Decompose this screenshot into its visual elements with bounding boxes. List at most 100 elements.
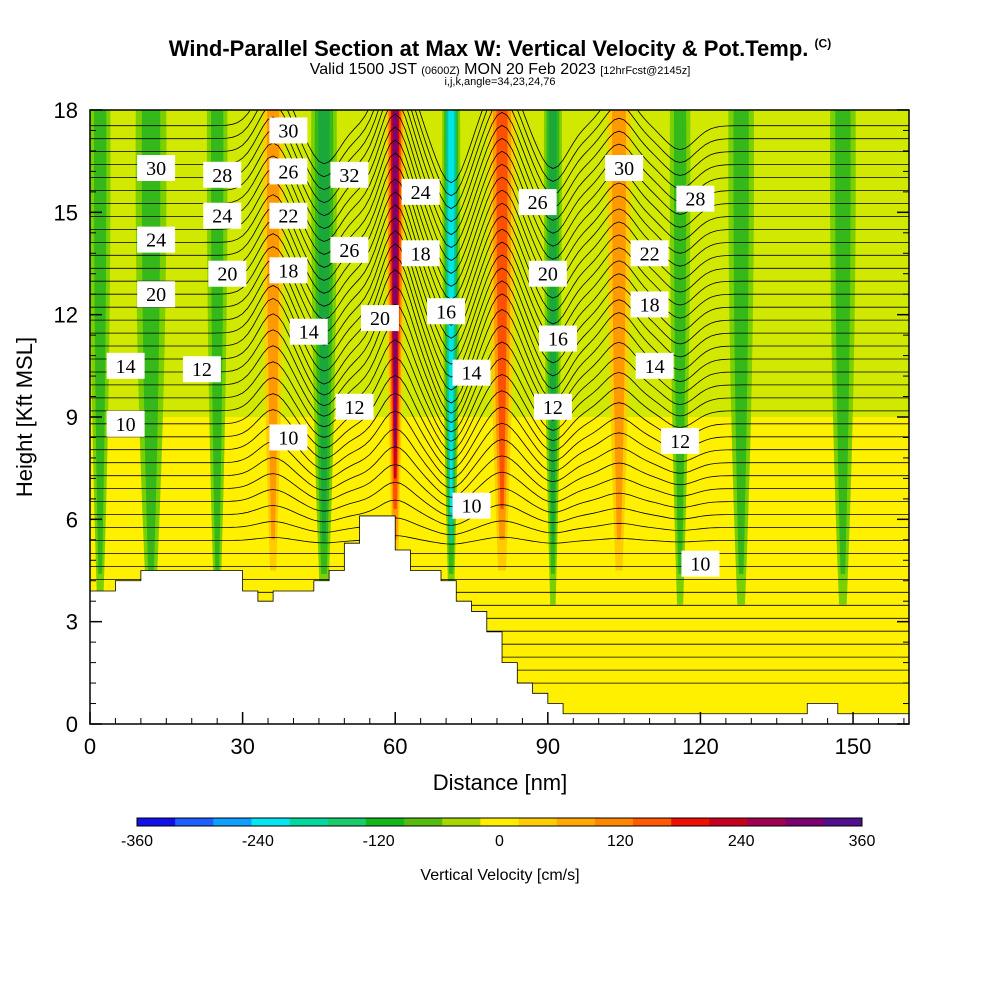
contour-label-value: 32 — [339, 165, 359, 187]
valid-utc: (0600Z) — [421, 65, 460, 77]
axes: 0 30 60 90 120 150 0 3 6 9 12 15 18 — [54, 98, 909, 759]
y-tick-label: 6 — [66, 507, 78, 532]
colorbar-swatch — [442, 818, 481, 826]
chart-title: Wind-Parallel Section at Max W: Vertical… — [0, 36, 1000, 62]
theta-contour-line — [90, 375, 909, 461]
contour-label-box — [630, 291, 669, 318]
contour-label-value: 20 — [370, 308, 390, 330]
contour-label-value: 30 — [278, 120, 298, 142]
theta-contour-line — [90, 243, 909, 378]
colorbar-swatch — [327, 818, 367, 826]
contour-label-value: 12 — [345, 397, 365, 419]
contour-label-value: 18 — [640, 294, 660, 316]
colorbar-tick-label: -360 — [121, 833, 153, 850]
contour-label: 28 — [203, 161, 242, 188]
contour-label-value: 14 — [645, 356, 665, 378]
valid-date: MON 20 Feb 2023 — [464, 61, 596, 78]
theta-contour-line — [90, 446, 909, 498]
colorbar-frame — [136, 817, 863, 827]
contour-label: 16 — [427, 298, 466, 325]
contour-label-box — [635, 352, 674, 379]
colorbar-swatch — [556, 818, 596, 826]
contour-label: 10 — [269, 424, 308, 451]
contour-label-box — [360, 305, 399, 332]
contour-label-box — [401, 240, 440, 267]
velocity-cell — [612, 110, 626, 540]
contour-label-box — [330, 236, 369, 263]
y-tick-label: 12 — [54, 303, 78, 328]
contour-label-box — [427, 298, 466, 325]
contour-label-box — [605, 154, 644, 181]
colorbar-swatch — [480, 818, 520, 826]
valid-time: Valid 1500 JST — [309, 61, 417, 78]
x-tick-label: 120 — [682, 734, 719, 759]
contour-label-box — [137, 281, 176, 308]
contour-label: 24 — [401, 178, 440, 205]
theta-contour-line — [90, 303, 909, 423]
colorbar-swatch — [289, 818, 329, 826]
theta-contour-line — [90, 392, 909, 470]
contour-label: 18 — [630, 291, 669, 318]
y-tick-label: 9 — [66, 405, 78, 430]
contour-label: 16 — [539, 325, 577, 352]
contour-label-box — [203, 161, 242, 188]
theta-contour-line — [90, 110, 909, 184]
contour-label-value: 16 — [436, 301, 456, 323]
contour-label-box — [401, 178, 440, 205]
chart-title-text: Wind-Parallel Section at Max W: Vertical… — [168, 36, 809, 61]
colorbar-tick-label: 360 — [849, 833, 876, 850]
x-tick-label: 90 — [536, 734, 560, 759]
theta-contour-line — [90, 464, 909, 508]
contour-label-value: 18 — [411, 243, 431, 265]
contour-label-box — [269, 158, 308, 185]
x-tick-label: 60 — [383, 734, 407, 759]
forecast-info: [12hrFcst@2145z] — [600, 65, 691, 77]
theta-contour-line — [90, 165, 909, 300]
contour-label-box — [661, 427, 700, 454]
y-tick-label: 15 — [54, 200, 78, 225]
theta-contour-line — [90, 217, 909, 352]
colorbar-swatch — [175, 818, 214, 826]
contour-label-value: 24 — [146, 230, 166, 252]
contour-label-value: 14 — [462, 363, 482, 385]
velocity-cell — [94, 110, 107, 574]
theta-contour-line — [90, 535, 909, 545]
theta-contour-line — [90, 110, 909, 210]
contour-label: 20 — [360, 305, 399, 332]
contour-label: 30 — [269, 117, 308, 144]
contour-label: 18 — [401, 240, 440, 267]
theta-contour-line — [90, 256, 909, 391]
x-tick-label: 0 — [84, 734, 96, 759]
contour-label-value: 12 — [543, 397, 563, 419]
x-axis-title: Distance [nm] — [433, 770, 568, 795]
colorbar-swatch — [251, 818, 291, 826]
contour-label-box — [269, 424, 308, 451]
velocity-cell — [141, 110, 161, 574]
theta-contour-line — [90, 499, 909, 526]
contour-label: 26 — [330, 236, 369, 263]
contour-label: 20 — [528, 260, 567, 287]
contour-label-value: 10 — [278, 427, 298, 449]
contour-label: 30 — [137, 154, 176, 181]
contour-label-value: 18 — [278, 260, 298, 282]
colorbar-swatch — [709, 818, 749, 826]
contour-label-box — [330, 161, 369, 188]
contour-label-box — [539, 325, 577, 352]
contour-label: 12 — [335, 393, 374, 420]
theta-contour-line — [90, 269, 909, 404]
contour-label: 30 — [605, 154, 644, 181]
colorbar-swatch — [518, 818, 558, 826]
theta-contour-line — [90, 178, 909, 313]
contour-label-value: 28 — [685, 189, 705, 211]
theta-contour-line — [90, 113, 909, 248]
colorbar-swatch — [594, 818, 634, 826]
contour-label: 26 — [269, 158, 308, 185]
colorbar-swatch — [137, 818, 176, 826]
contour-label-value: 22 — [278, 206, 298, 228]
contour-label-box — [533, 393, 572, 420]
contour-label-box — [106, 410, 145, 437]
contour-label-value: 28 — [212, 165, 232, 187]
contour-label-box — [528, 260, 567, 287]
y-tick-label: 3 — [66, 610, 78, 635]
contour-label-value: 10 — [462, 496, 482, 518]
